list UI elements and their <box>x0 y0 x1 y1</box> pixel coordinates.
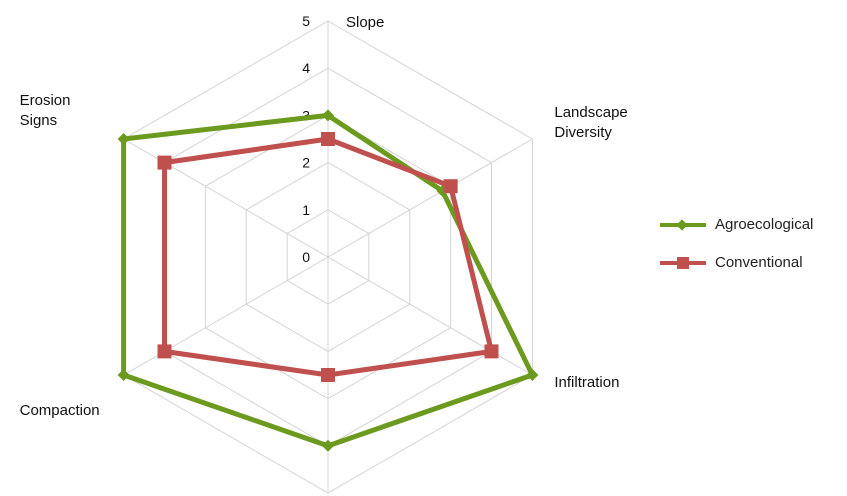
data-point-agroecological-soil-structure <box>322 439 334 452</box>
axis-label-erosion-signs-line-2: Signs <box>20 112 58 129</box>
legend-label-agroecological: Agroecological <box>715 215 814 233</box>
tick-label-3: 3 <box>302 107 310 123</box>
legend-item-agroecological: Agroecological <box>660 213 813 235</box>
data-point-conventional-soil-structure <box>321 368 335 382</box>
data-point-agroecological-erosion-signs <box>117 133 130 145</box>
square-marker-icon <box>677 257 689 269</box>
spoke-erosion-signs <box>123 138 329 258</box>
data-point-conventional-infiltration <box>484 344 499 359</box>
tick-label-5: 5 <box>302 13 310 29</box>
data-point-agroecological-compaction <box>117 369 130 381</box>
data-point-agroecological-infiltration <box>526 369 539 381</box>
legend: Agroecological Conventional <box>660 213 813 289</box>
legend-swatch-agroecological <box>660 217 706 231</box>
spoke-compaction <box>123 256 329 376</box>
axis-label-landscape-diversity-line-1: Landscape <box>554 104 627 121</box>
data-point-agroecological-slope <box>322 109 334 122</box>
series-layer <box>117 109 539 452</box>
data-point-conventional-slope <box>321 132 335 146</box>
axis-label-landscape-diversity-line-2: Diversity <box>554 124 612 141</box>
radar-grid <box>123 20 533 494</box>
spoke-landscape-diversity <box>327 138 533 258</box>
data-point-conventional-compaction <box>157 344 172 359</box>
legend-swatch-conventional <box>660 255 706 269</box>
axis-label-erosion-signs-line-1: Erosion <box>20 92 71 109</box>
legend-item-conventional: Conventional <box>660 251 813 273</box>
data-point-conventional-erosion-signs <box>157 155 172 170</box>
axis-labels: SlopeLandscapeDiversityInfiltrationSoil … <box>20 14 628 419</box>
legend-label-conventional: Conventional <box>715 253 803 271</box>
diamond-marker-icon <box>676 219 688 231</box>
tick-label-2: 2 <box>302 155 310 171</box>
axis-label-compaction: Compaction <box>20 402 100 419</box>
tick-label-0: 0 <box>302 249 310 265</box>
tick-label-1: 1 <box>302 202 310 218</box>
tick-label-4: 4 <box>302 60 310 76</box>
axis-label-infiltration: Infiltration <box>554 374 619 391</box>
axis-label-slope: Slope <box>346 14 384 31</box>
data-point-conventional-landscape-diversity <box>443 179 458 194</box>
radial-tick-labels: 0 1 2 3 4 5 <box>302 13 310 265</box>
